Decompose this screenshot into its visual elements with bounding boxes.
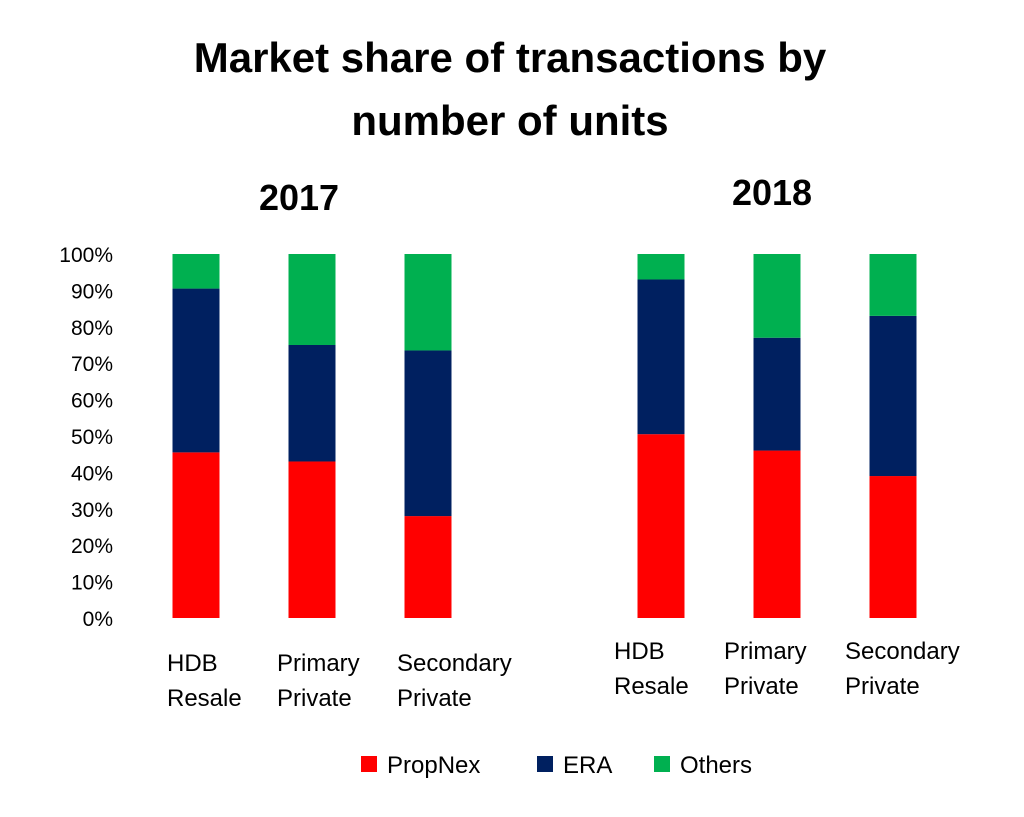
x-category-label: HDB — [614, 638, 665, 665]
bar-segment — [869, 476, 917, 618]
y-tick-label: 0% — [83, 608, 113, 631]
bar-segment — [288, 345, 336, 462]
bar-segment — [753, 254, 801, 338]
bar-segment — [637, 279, 685, 435]
panel-2017: 2017 HDB Resale Primary Private Secondary Priv… — [167, 177, 512, 712]
x-category-label: Resale — [167, 685, 242, 712]
y-tick-label: 70% — [71, 353, 113, 376]
x-category-label: Secondary — [397, 650, 512, 677]
bar-segment — [172, 254, 220, 289]
x-category-label: Primary — [724, 638, 807, 665]
x-category-label: Private — [845, 673, 920, 700]
panel-title: 2017 — [259, 177, 339, 218]
bar-segment — [404, 516, 452, 618]
y-tick-label: 30% — [71, 499, 113, 522]
panel-2018: 2018 HDB Resale Primary Private Secondary Priv… — [614, 172, 960, 700]
legend: PropNex ERA Others — [361, 752, 752, 779]
bar-segment — [172, 288, 220, 453]
bar-segment — [172, 452, 220, 618]
x-category-label: Secondary — [845, 638, 960, 665]
chart-title-line-2: number of units — [351, 97, 668, 144]
y-tick-label: 80% — [71, 317, 113, 340]
bar-segment — [288, 461, 336, 618]
legend-label: PropNex — [387, 752, 480, 779]
y-tick-label: 50% — [71, 426, 113, 449]
bar-segment — [637, 434, 685, 618]
y-tick-label: 100% — [59, 244, 113, 267]
y-tick-label: 40% — [71, 462, 113, 485]
bar-segment — [753, 450, 801, 618]
bar-segment — [404, 350, 452, 517]
legend-label: ERA — [563, 752, 612, 779]
x-category-label: Private — [724, 673, 799, 700]
x-category-label: HDB — [167, 650, 218, 677]
y-tick-label: 90% — [71, 280, 113, 303]
chart-panels: 2017 HDB Resale Primary Private Secondary Priv… — [167, 172, 960, 712]
panel-title: 2018 — [732, 172, 812, 213]
bar-segment — [869, 254, 917, 316]
x-category-label: Private — [277, 685, 352, 712]
legend-swatch — [654, 756, 670, 772]
y-axis: 0% 10% 20% 30% 40% 50% 60% 70% 80% 90% 100% — [59, 244, 113, 631]
y-tick-label: 10% — [71, 572, 113, 595]
bar-segment — [404, 254, 452, 351]
chart-title-line-1: Market share of transactions by — [194, 34, 827, 81]
bar-segment — [637, 254, 685, 280]
legend-swatch — [537, 756, 553, 772]
bar-segment — [288, 254, 336, 345]
bar-segment — [869, 315, 917, 477]
x-category-label: Primary — [277, 650, 360, 677]
y-tick-label: 60% — [71, 390, 113, 413]
bar-segment — [753, 337, 801, 451]
x-category-label: Private — [397, 685, 472, 712]
legend-swatch — [361, 756, 377, 772]
legend-label: Others — [680, 752, 752, 779]
y-tick-label: 20% — [71, 535, 113, 558]
x-category-label: Resale — [614, 673, 689, 700]
